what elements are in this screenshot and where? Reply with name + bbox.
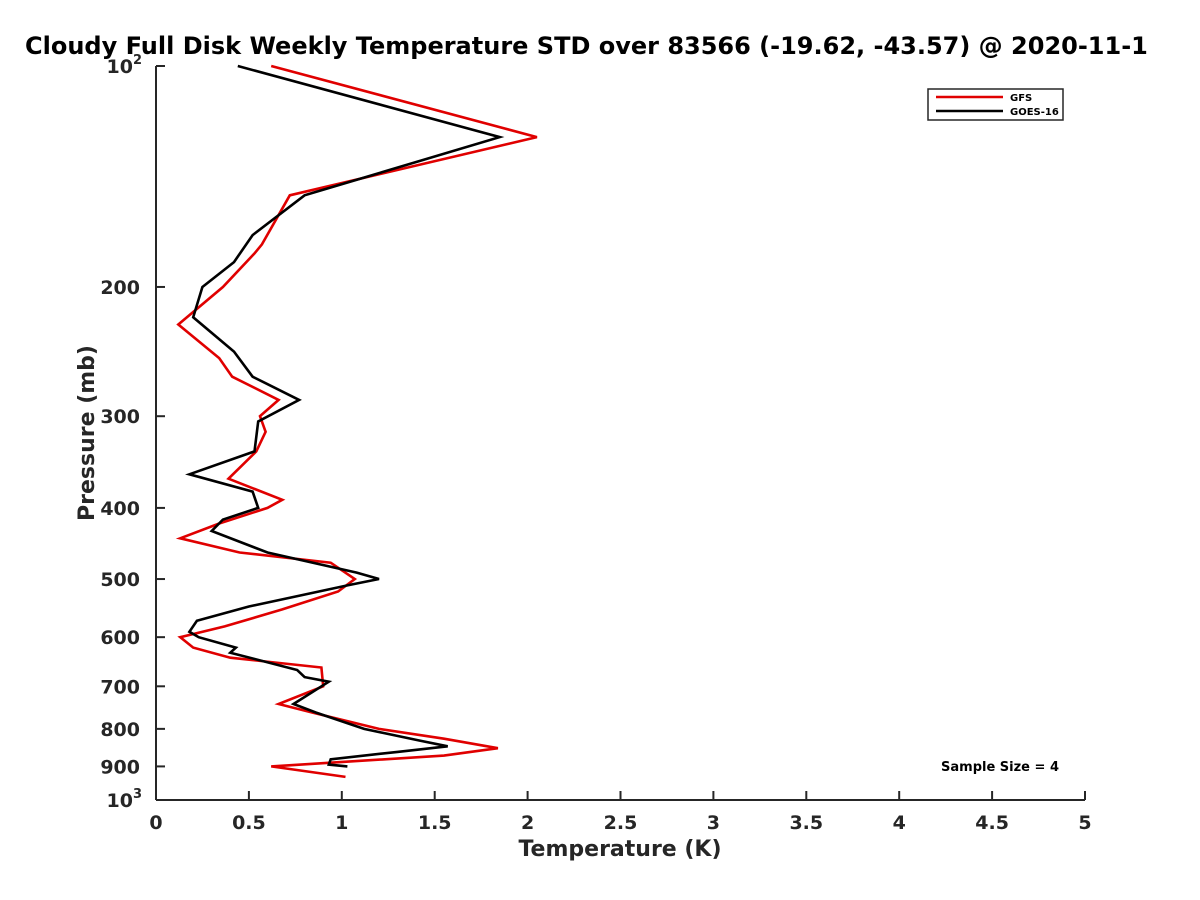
x-tick-label: 3.5: [789, 812, 823, 834]
x-axis-label: Temperature (K): [518, 837, 721, 862]
x-tick-label: 2.5: [604, 812, 638, 834]
x-tick-label: 1.5: [418, 812, 452, 834]
legend: GFS GOES-16: [927, 88, 1064, 121]
x-tick-label: 4.5: [975, 812, 1009, 834]
legend-box: [927, 88, 1064, 121]
x-tick-label: 1: [335, 812, 348, 834]
x-tick-label: 2: [521, 812, 534, 834]
x-tick-label: 5: [1078, 812, 1091, 834]
y-tick-label: 500: [100, 569, 140, 591]
chart-title: Cloudy Full Disk Weekly Temperature STD …: [25, 32, 1148, 60]
y-tick-label: 103: [107, 787, 143, 812]
y-tick-label: 600: [100, 627, 140, 649]
legend-label: GFS: [1010, 93, 1032, 104]
sample-size-annotation: Sample Size = 4: [941, 760, 1059, 775]
y-tick-label: 700: [100, 676, 140, 698]
y-tick-label: 800: [100, 719, 140, 741]
series-line-gfs: [175, 64, 538, 779]
x-tick-label: 4: [893, 812, 906, 834]
y-axis-label: Pressure (mb): [75, 345, 100, 521]
series-line-goes-16: [185, 64, 505, 768]
axes-layer: 0 0.5 1 1.5 2 2.5 3 3.5 4 4.5 5 102 200 300 400 500 600 7…: [100, 53, 1091, 834]
y-tick-label: 400: [100, 498, 140, 520]
x-tick-label: 0.5: [232, 812, 266, 834]
y-tick-label: 102: [107, 53, 143, 78]
legend-label: GOES-16: [1010, 107, 1059, 118]
y-tick-label: 900: [100, 756, 140, 778]
y-tick-label: 200: [100, 277, 140, 299]
x-tick-label: 0: [149, 812, 162, 834]
x-tick-label: 3: [707, 812, 720, 834]
y-tick-label: 300: [100, 406, 140, 428]
series-layer: [175, 64, 538, 779]
